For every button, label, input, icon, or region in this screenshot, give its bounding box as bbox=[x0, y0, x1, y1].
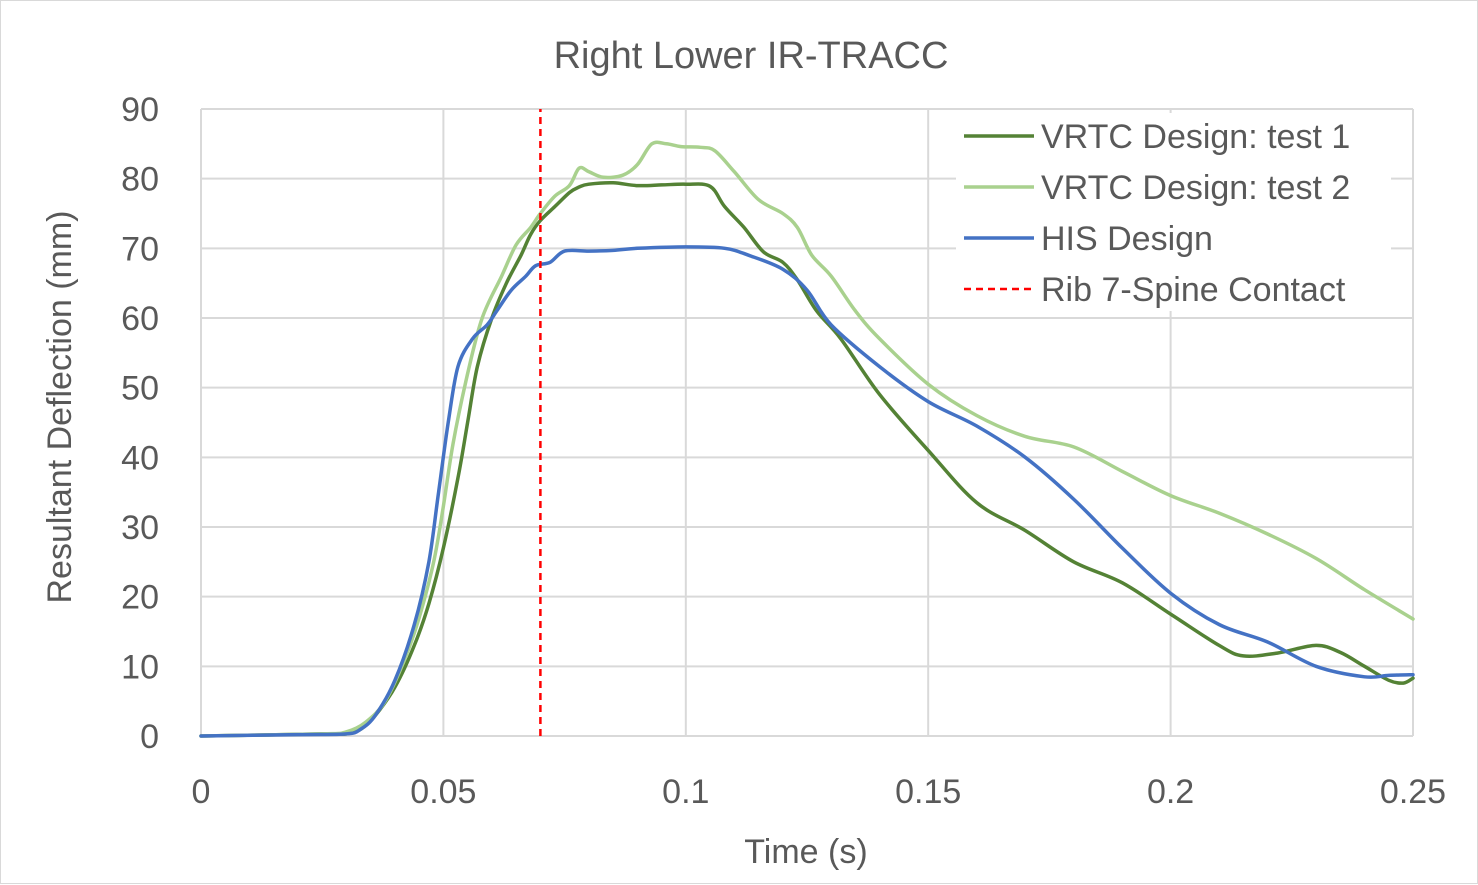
y-tick-label: 80 bbox=[121, 161, 159, 199]
legend-label-4: Rib 7-Spine Contact bbox=[1041, 271, 1346, 309]
legend-label-1: VRTC Design: test 1 bbox=[1041, 118, 1350, 156]
y-tick-label: 60 bbox=[121, 300, 159, 338]
x-tick-label: 0.05 bbox=[410, 773, 476, 811]
x-tick-label: 0.25 bbox=[1380, 773, 1446, 811]
series-line-1 bbox=[199, 181, 1415, 738]
legend-label-2: VRTC Design: test 2 bbox=[1041, 169, 1350, 207]
y-tick-label: 30 bbox=[121, 509, 159, 547]
tick-labels: 0 10 20 30 40 50 60 70 80 90 0 0.05 0.1 0.15 0.2 0.25 bbox=[121, 91, 1446, 811]
chart-title: Right Lower IR-TRACC bbox=[554, 35, 949, 77]
y-tick-label: 40 bbox=[121, 439, 159, 477]
y-tick-label: 90 bbox=[121, 91, 159, 129]
y-tick-label: 20 bbox=[121, 579, 159, 617]
x-axis-label: Time (s) bbox=[744, 833, 867, 871]
y-tick-label: 50 bbox=[121, 370, 159, 408]
series-line-2 bbox=[199, 140, 1415, 738]
x-tick-label: 0.15 bbox=[895, 773, 961, 811]
x-tick-label: 0.2 bbox=[1147, 773, 1194, 811]
gridlines bbox=[200, 108, 1414, 737]
x-tick-label: 0 bbox=[192, 773, 211, 811]
legend-background bbox=[956, 113, 1391, 311]
y-tick-label: 10 bbox=[121, 648, 159, 686]
legend-label-3: HIS Design bbox=[1041, 220, 1213, 258]
legend: VRTC Design: test 1 VRTC Design: test 2 HI… bbox=[956, 113, 1391, 311]
y-tick-label: 0 bbox=[140, 718, 159, 756]
series-line-3 bbox=[199, 245, 1415, 738]
x-tick-label: 0.1 bbox=[662, 773, 709, 811]
series-lines bbox=[199, 109, 1415, 738]
y-axis-label: Resultant Deflection (mm) bbox=[41, 210, 79, 603]
y-tick-label: 70 bbox=[121, 230, 159, 268]
